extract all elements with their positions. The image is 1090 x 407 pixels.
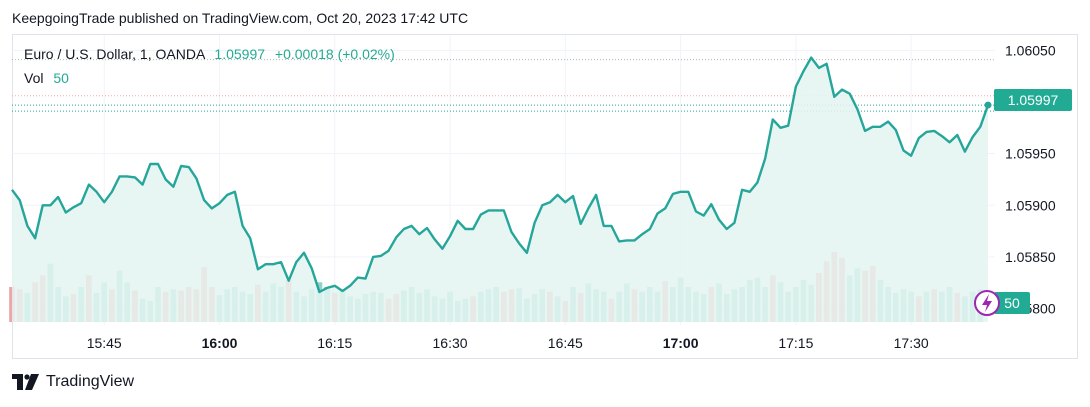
tradingview-logo[interactable]: TradingView [12,373,134,391]
symbol-legend: Euro / U.S. Dollar, 1, OANDA 1.05997 +0.… [24,46,395,62]
price-tag: 1.05997 [994,89,1072,111]
price-change: +0.00018 (+0.02%) [274,46,395,62]
publisher-caption: KeepgoingTrade published on TradingView.… [12,10,469,26]
x-tick-label: 17:00 [663,335,699,351]
volume-tag-label: 50 [1004,295,1020,311]
brand-name: TradingView [46,373,135,390]
y-tick-label: 1.05950 [1005,146,1056,162]
x-tick-label: 15:45 [87,335,122,351]
volume-legend: Vol 50 [24,70,69,86]
price-line [11,56,990,294]
tradingview-logo-icon [12,374,39,390]
lightning-icon[interactable] [974,290,1000,316]
y-tick-label: 1.06050 [1005,42,1056,58]
price-tag-label: 1.05997 [1008,92,1059,108]
x-tick-label: 17:15 [778,335,813,351]
symbol-name: Euro / U.S. Dollar, 1, OANDA [24,46,205,62]
y-tick-label: 1.05850 [1005,249,1056,265]
volume-value: 50 [53,70,69,86]
volume-label: Vol [24,70,44,86]
last-price-dot [984,101,992,109]
x-tick-label: 17:30 [894,335,929,351]
x-tick-label: 16:45 [548,335,583,351]
x-tick-label: 16:00 [202,335,238,351]
x-tick-label: 16:15 [317,335,352,351]
last-price: 1.05997 [214,46,266,62]
price-area [12,57,988,322]
x-tick-label: 16:30 [433,335,468,351]
y-tick-label: 1.05900 [1005,197,1056,213]
volume-tag: 50 [994,292,1030,314]
x-axis: 15:45 16:00 16:15 16:30 16:45 17:00 17:15 17:30 [87,335,929,351]
